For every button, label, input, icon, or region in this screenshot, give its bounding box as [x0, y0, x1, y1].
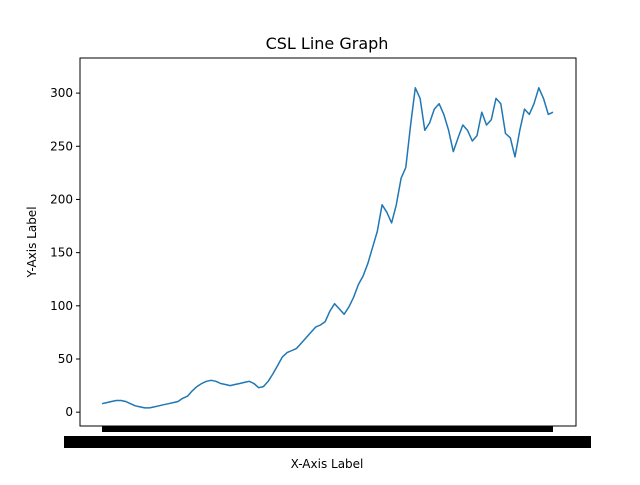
y-tick-label: 200 [50, 192, 73, 206]
plot-area-frame [79, 57, 577, 427]
y-tick-label: 250 [50, 139, 73, 153]
y-tick-label: 300 [50, 86, 73, 100]
y-axis-ticks: 0 50 100 150 200 250 300 [50, 86, 80, 419]
x-axis-ticks [64, 426, 591, 448]
y-axis-label: Y-Axis Label [25, 206, 39, 278]
y-tick-label: 50 [58, 352, 73, 366]
y-tick-label: 0 [65, 405, 73, 419]
x-tick-marks-dense [102, 426, 553, 432]
x-tick-labels-overlapping [64, 436, 591, 448]
x-axis-label: X-Axis Label [291, 457, 364, 471]
y-tick-label: 100 [50, 299, 73, 313]
series-line [101, 87, 554, 409]
y-tick-label: 150 [50, 246, 73, 260]
chart-title: CSL Line Graph [266, 34, 389, 53]
